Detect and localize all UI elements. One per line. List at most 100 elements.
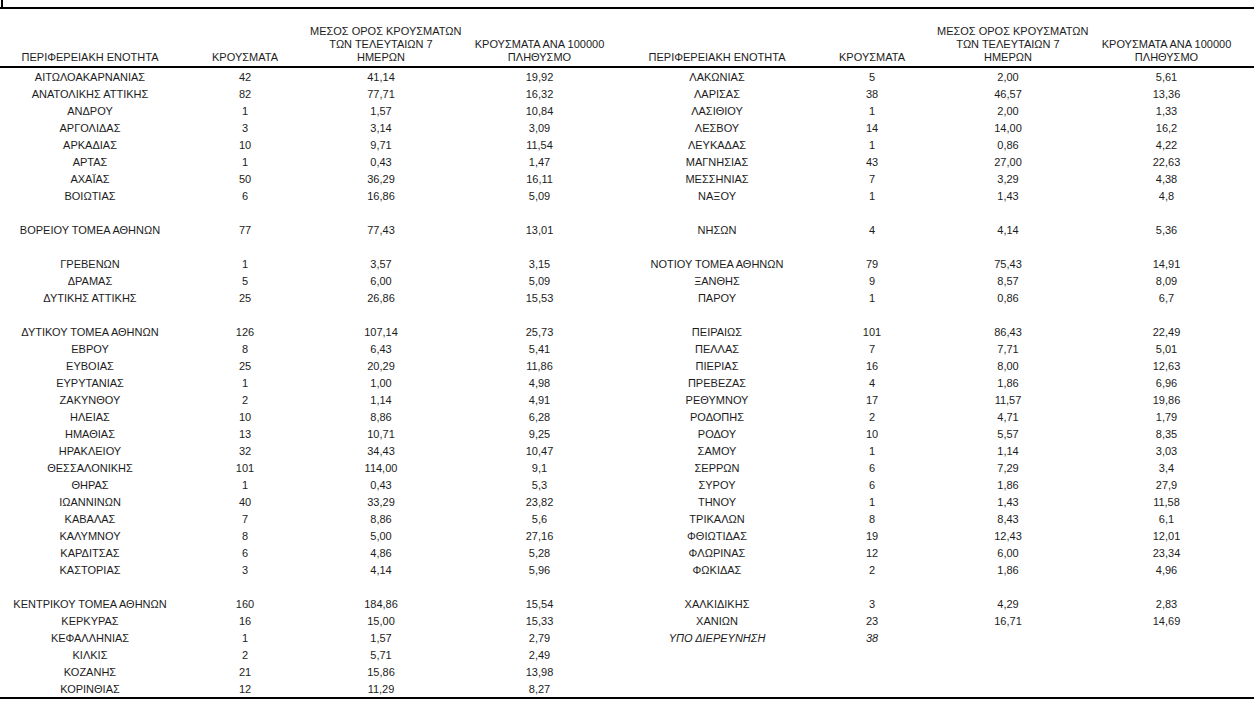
per100k-cell: 5,09 (452, 188, 627, 205)
table-row: ΑΡΓΟΛΙΔΑΣ33,143,09 (0, 120, 627, 137)
cases-cell: 101 (807, 324, 937, 341)
avg7-cell: 15,86 (310, 664, 452, 681)
cases-cell: 1 (807, 494, 937, 511)
cases-cell: 9 (807, 273, 937, 290)
per100k-cell: 27,9 (1079, 477, 1254, 494)
table-row: ΚΕΦΑΛΛΗΝΙΑΣ11,572,79 (0, 630, 627, 647)
per100k-cell: 9,1 (452, 460, 627, 477)
region-cell: ΚΟΡΙΝΘΙΑΣ (0, 681, 180, 698)
region-cell: ΛΕΣΒΟΥ (627, 120, 807, 137)
avg7-cell: 1,14 (310, 392, 452, 409)
avg7-cell: 9,71 (310, 137, 452, 154)
region-cell: ΣΥΡΟΥ (627, 477, 807, 494)
cases-cell: 25 (180, 358, 310, 375)
table-row: ΜΑΓΝΗΣΙΑΣ4327,0022,63 (627, 154, 1254, 171)
per100k-cell: 14,91 (1079, 256, 1254, 273)
region-cell: ΦΛΩΡΙΝΑΣ (627, 545, 807, 562)
cases-cell: 16 (180, 613, 310, 630)
table-row: ΑΡΚΑΔΙΑΣ109,7111,54 (0, 137, 627, 154)
cases-cell: 10 (807, 426, 937, 443)
region-cell: ΠΡΕΒΕΖΑΣ (627, 375, 807, 392)
table-row: ΚΟΡΙΝΘΙΑΣ1211,298,27 (0, 681, 627, 698)
region-cell: ΑΡΓΟΛΙΔΑΣ (0, 120, 180, 137)
avg7-cell: 5,00 (310, 528, 452, 545)
cases-cell: 7 (180, 511, 310, 528)
table-row: ΜΕΣΣΗΝΙΑΣ73,294,38 (627, 171, 1254, 188)
per100k-cell: 8,35 (1079, 426, 1254, 443)
table-row: ΦΘΙΩΤΙΔΑΣ1912,4312,01 (627, 528, 1254, 545)
per100k-cell: 22,49 (1079, 324, 1254, 341)
cases-cell: 8 (180, 528, 310, 545)
table-row: ΖΑΚΥΝΘΟΥ21,144,91 (0, 392, 627, 409)
table-row: ΡΕΘΥΜΝΟΥ1711,5719,86 (627, 392, 1254, 409)
cases-cell: 16 (807, 358, 937, 375)
avg7-cell (937, 630, 1079, 647)
region-cell: ΗΡΑΚΛΕΙΟΥ (0, 443, 180, 460)
cases-cell: 79 (807, 256, 937, 273)
table-row: ΔΡΑΜΑΣ56,005,09 (0, 273, 627, 290)
per100k-cell: 13,98 (452, 664, 627, 681)
table-row: ΤΗΝΟΥ11,4311,58 (627, 494, 1254, 511)
table-row: ΑΡΤΑΣ10,431,47 (0, 154, 627, 171)
per100k-cell: 11,86 (452, 358, 627, 375)
region-cell: ΑΝΑΤΟΛΙΚΗΣ ΑΤΤΙΚΗΣ (0, 86, 180, 103)
table-row: ΝΟΤΙΟΥ ΤΟΜΕΑ ΑΘΗΝΩΝ7975,4314,91 (627, 256, 1254, 273)
region-cell: ΛΕΥΚΑΔΑΣ (627, 137, 807, 154)
cases-cell: 6 (807, 477, 937, 494)
header-per100k: ΚΡΟΥΣΜΑΤΑ ΑΝΑ 100000 ΠΛΗΘΥΣΜΟ (452, 38, 627, 64)
avg7-cell: 1,43 (937, 494, 1079, 511)
table-row: ΚΑΛΥΜΝΟΥ85,0027,16 (0, 528, 627, 545)
cases-cell: 3 (180, 562, 310, 579)
per100k-cell: 9,25 (452, 426, 627, 443)
spacer-row (0, 579, 627, 596)
cases-cell: 8 (807, 511, 937, 528)
avg7-cell: 77,43 (310, 222, 452, 239)
header-avg7-line2: ΤΩΝ ΤΕΛΕΥΤΑΙΩΝ 7 (310, 38, 452, 51)
avg7-cell: 8,86 (310, 511, 452, 528)
per100k-cell: 16,11 (452, 171, 627, 188)
avg7-cell: 8,57 (937, 273, 1079, 290)
avg7-cell: 2,00 (937, 69, 1079, 86)
cases-cell: 5 (807, 69, 937, 86)
per100k-cell: 4,38 (1079, 171, 1254, 188)
header-avg7-line1: ΜΕΣΟΣ ΟΡΟΣ ΚΡΟΥΣΜΑΤΩΝ (310, 25, 452, 38)
cases-cell: 23 (807, 613, 937, 630)
region-cell: ΓΡΕΒΕΝΩΝ (0, 256, 180, 273)
header-region: ΠΕΡΙΦΕΡΕΙΑΚΗ ΕΝΟΤΗΤΑ (627, 51, 807, 64)
avg7-cell: 36,29 (310, 171, 452, 188)
cases-cell: 1 (807, 443, 937, 460)
avg7-cell: 0,43 (310, 477, 452, 494)
table-row: ΧΑΝΙΩΝ2316,7114,69 (627, 613, 1254, 630)
avg7-cell: 5,57 (937, 426, 1079, 443)
header-avg7: ΜΕΣΟΣ ΟΡΟΣ ΚΡΟΥΣΜΑΤΩΝ ΤΩΝ ΤΕΛΕΥΤΑΙΩΝ 7 Η… (937, 25, 1079, 64)
table-row: ΝΗΣΩΝ44,145,36 (627, 222, 1254, 239)
avg7-cell: 1,57 (310, 103, 452, 120)
region-cell: ΡΟΔΟΠΗΣ (627, 409, 807, 426)
per100k-cell: 25,73 (452, 324, 627, 341)
right-table: ΠΕΡΙΦΕΡΕΙΑΚΗ ΕΝΟΤΗΤΑ ΚΡΟΥΣΜΑΤΑ ΜΕΣΟΣ ΟΡΟ… (627, 8, 1254, 698)
per100k-cell: 5,61 (1079, 69, 1254, 86)
avg7-cell: 1,00 (310, 375, 452, 392)
table-row: ΠΑΡΟΥ10,866,7 (627, 290, 1254, 307)
avg7-cell: 16,71 (937, 613, 1079, 630)
table-row: ΒΟΡΕΙΟΥ ΤΟΜΕΑ ΑΘΗΝΩΝ7777,4313,01 (0, 222, 627, 239)
table-row: ΗΜΑΘΙΑΣ1310,719,25 (0, 426, 627, 443)
cases-cell: 43 (807, 154, 937, 171)
region-cell: ΧΑΛΚΙΔΙΚΗΣ (627, 596, 807, 613)
table-row: ΑΙΤΩΛΟΑΚΑΡΝΑΝΙΑΣ4241,1419,92 (0, 69, 627, 86)
cases-cell: 82 (180, 86, 310, 103)
avg7-cell: 11,57 (937, 392, 1079, 409)
cases-cell: 7 (807, 341, 937, 358)
spacer-row (0, 205, 627, 222)
avg7-cell: 4,14 (937, 222, 1079, 239)
cases-cell: 12 (807, 545, 937, 562)
cases-cell: 42 (180, 69, 310, 86)
region-cell: ΒΟΙΩΤΙΑΣ (0, 188, 180, 205)
avg7-cell: 8,43 (937, 511, 1079, 528)
per100k-cell: 11,54 (452, 137, 627, 154)
table-row: ΗΡΑΚΛΕΙΟΥ3234,4310,47 (0, 443, 627, 460)
per100k-cell: 5,96 (452, 562, 627, 579)
region-cell: ΞΑΝΘΗΣ (627, 273, 807, 290)
per100k-cell: 5,01 (1079, 341, 1254, 358)
cases-cell: 1 (807, 290, 937, 307)
